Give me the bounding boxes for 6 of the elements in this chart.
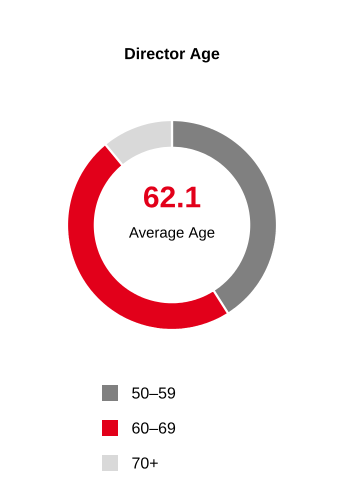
legend-label: 50–59 xyxy=(132,387,176,399)
legend-label: 60–69 xyxy=(132,422,176,434)
text: Average Age xyxy=(128,227,214,241)
chart-title: Director Age xyxy=(125,48,220,62)
legend-label: 70+ xyxy=(132,457,158,469)
text: 62.1 xyxy=(144,186,200,208)
